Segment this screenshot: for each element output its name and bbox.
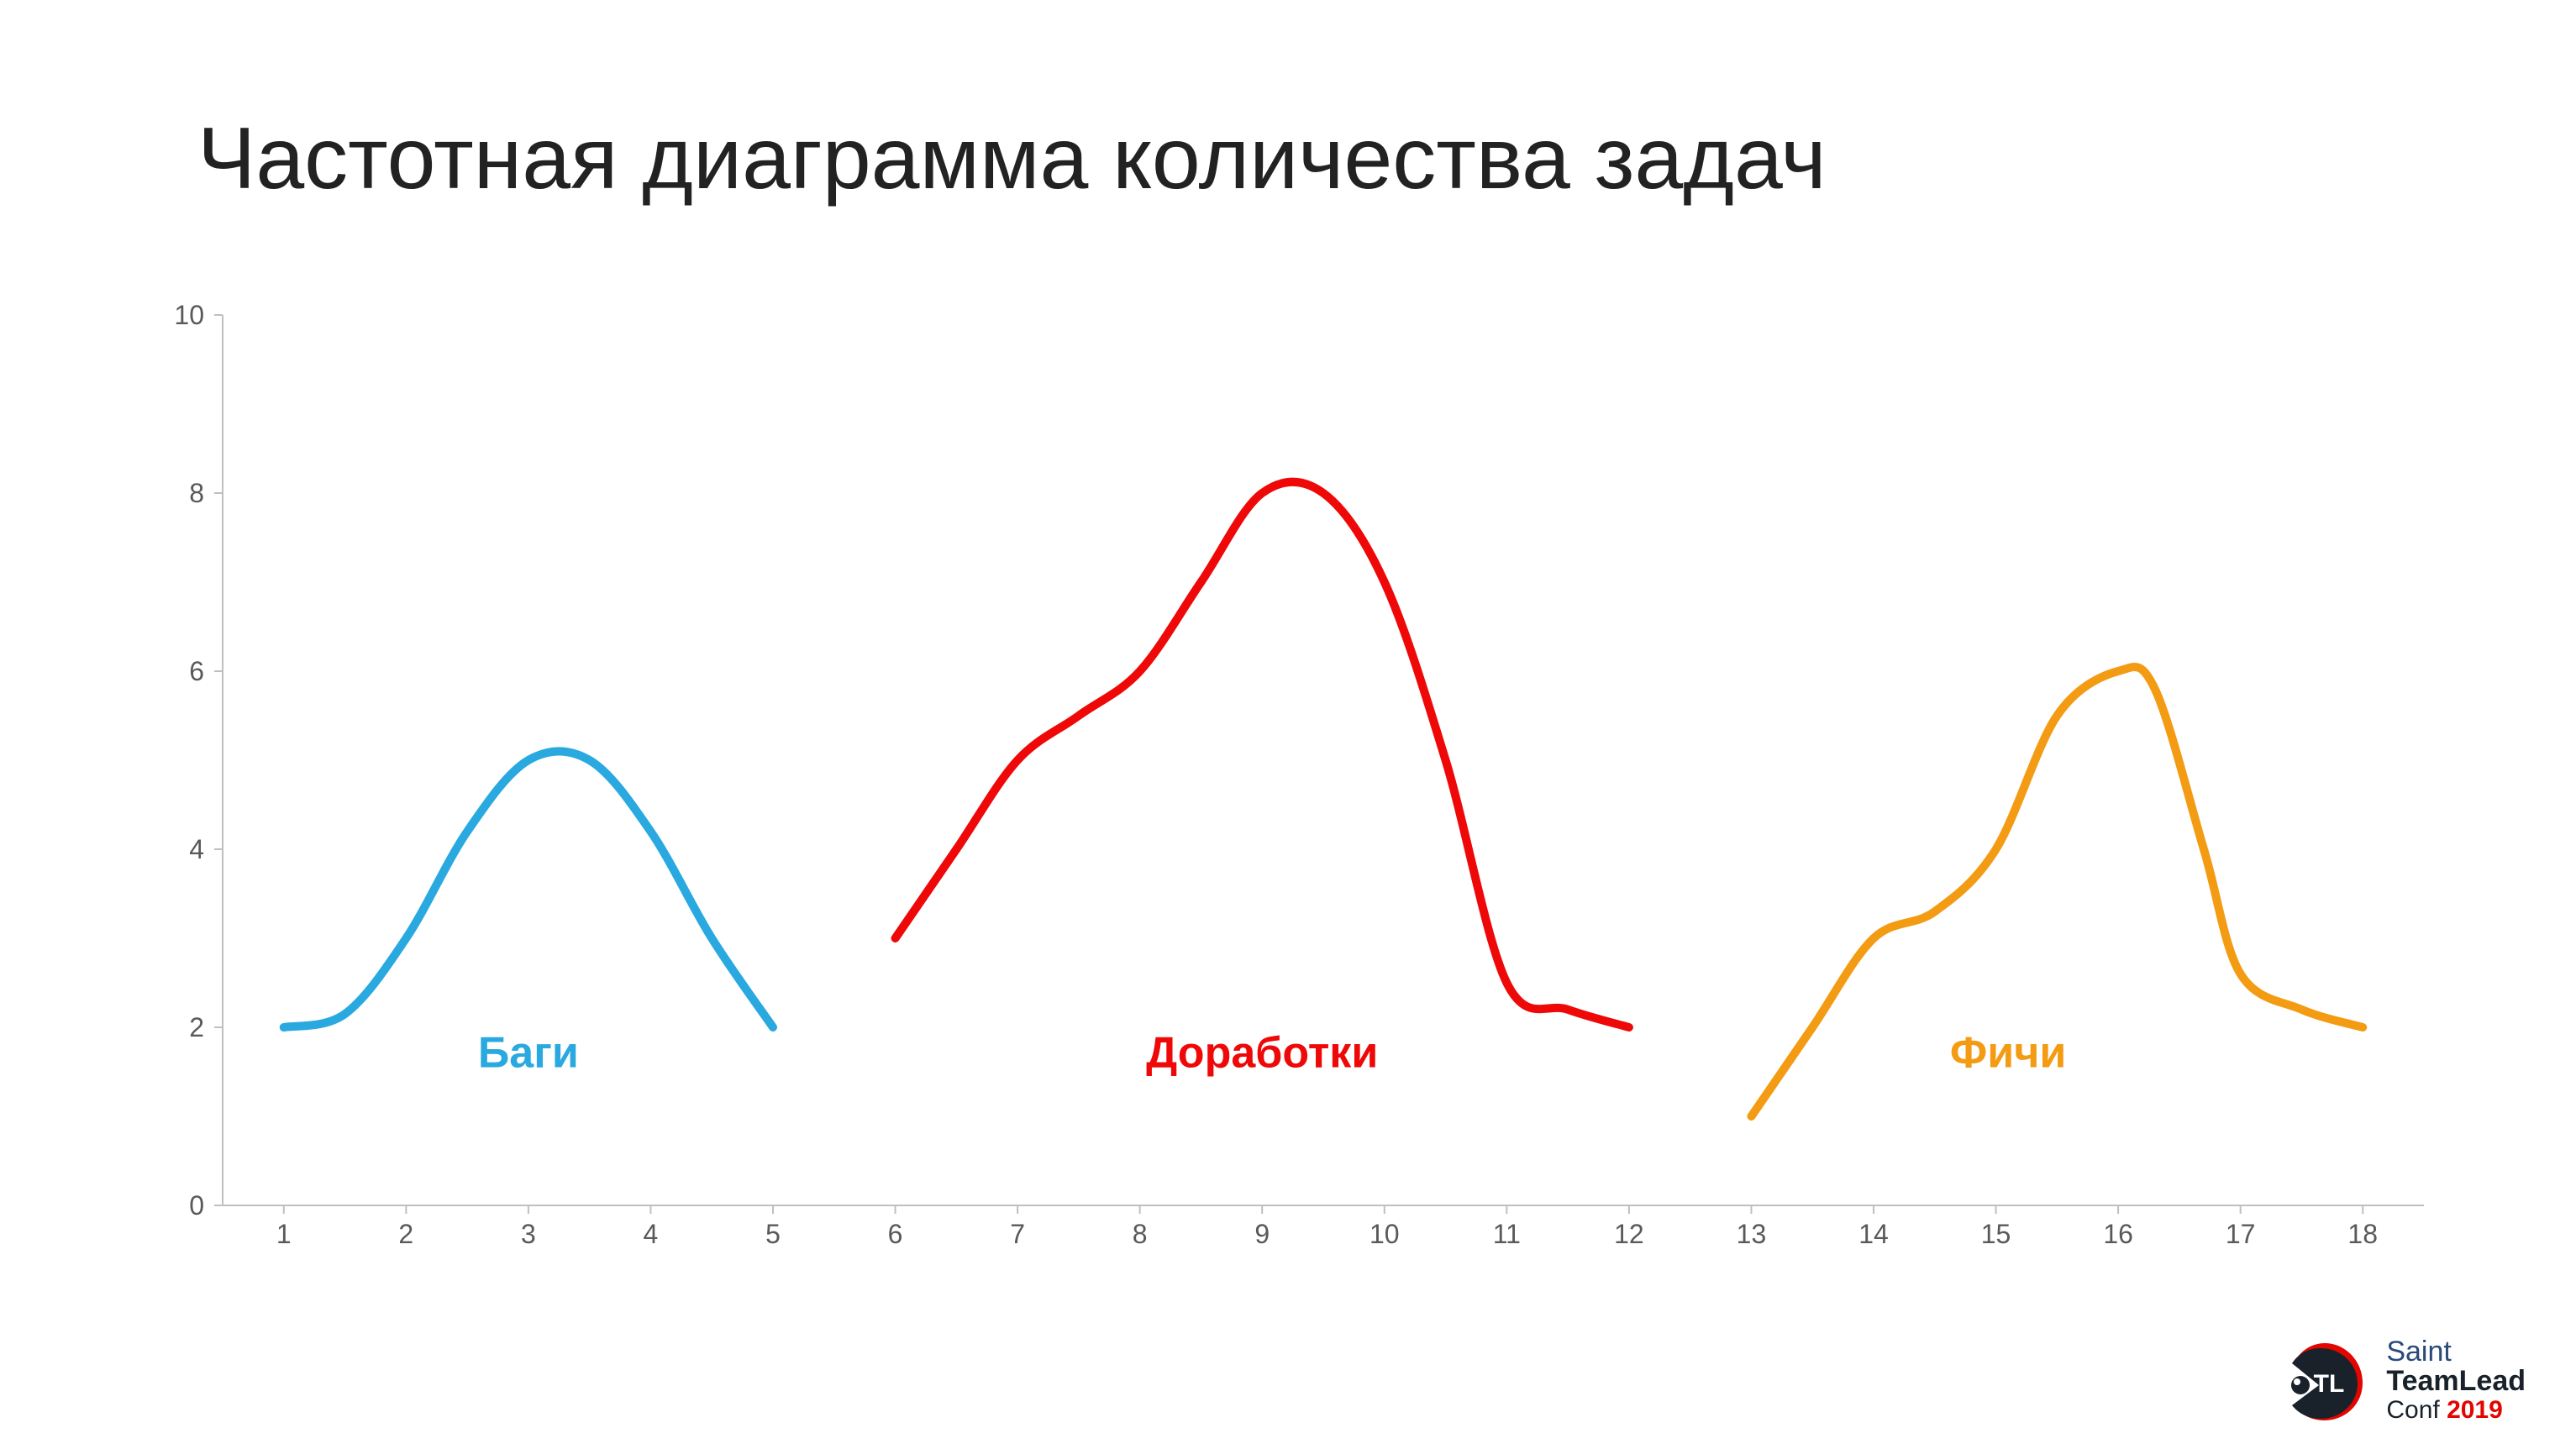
svg-text:12: 12 (1614, 1219, 1644, 1249)
svg-text:8: 8 (1133, 1219, 1148, 1249)
svg-text:1: 1 (276, 1219, 292, 1249)
conference-logo: TL Saint TeamLead Conf 2019 (2279, 1336, 2526, 1424)
tl-badge-icon: TL (2279, 1336, 2371, 1424)
svg-text:8: 8 (189, 478, 204, 508)
svg-text:18: 18 (2347, 1219, 2378, 1249)
svg-text:7: 7 (1010, 1219, 1025, 1249)
series-label-bugs: Баги (478, 1029, 579, 1078)
slide-title: Частотная диаграмма количества задач (197, 109, 1827, 209)
svg-text:13: 13 (1737, 1219, 1767, 1249)
svg-text:10: 10 (1369, 1219, 1400, 1249)
frequency-chart: 0246810123456789101112131415161718БагиДо… (164, 302, 2449, 1252)
slide: Частотная диаграмма количества задач 0 2 4… (0, 0, 2576, 1449)
svg-text:6: 6 (189, 656, 204, 686)
svg-text:10: 10 (174, 302, 204, 330)
svg-text:2: 2 (189, 1012, 204, 1042)
svg-text:9: 9 (1254, 1219, 1270, 1249)
series-label-rework: Доработки (1146, 1029, 1378, 1078)
svg-text:6: 6 (888, 1219, 903, 1249)
svg-text:TL: TL (2314, 1370, 2345, 1398)
svg-text:14: 14 (1858, 1219, 1889, 1249)
svg-text:17: 17 (2226, 1219, 2256, 1249)
series-label-features: Фичи (1950, 1029, 2067, 1078)
svg-text:11: 11 (1493, 1219, 1521, 1249)
svg-text:16: 16 (2103, 1219, 2133, 1249)
svg-text:4: 4 (189, 834, 204, 864)
footer-line3: Conf 2019 (2386, 1397, 2526, 1424)
series-rework (896, 482, 1629, 1027)
conference-text: Saint TeamLead Conf 2019 (2386, 1337, 2526, 1424)
svg-text:0: 0 (189, 1190, 204, 1221)
svg-text:4: 4 (644, 1219, 659, 1249)
footer-line2: TeamLead (2386, 1367, 2526, 1397)
svg-text:5: 5 (765, 1219, 781, 1249)
svg-text:15: 15 (1981, 1219, 2011, 1249)
svg-text:3: 3 (521, 1219, 536, 1249)
series-bugs (284, 751, 773, 1027)
svg-text:2: 2 (398, 1219, 413, 1249)
footer-line1: Saint (2386, 1337, 2526, 1368)
